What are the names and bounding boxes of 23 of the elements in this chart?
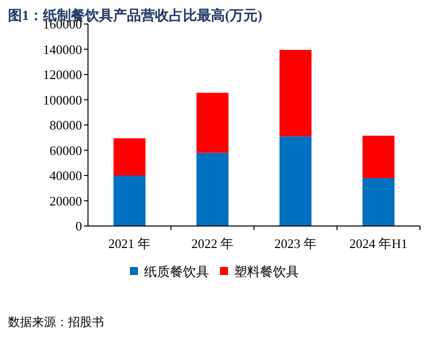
bar [196,152,228,226]
bar [280,50,312,136]
y-tick-label: 20000 [50,193,82,208]
legend-label: 纸质餐饮具 [144,264,209,279]
bar [114,176,146,226]
x-tick-label: 2023 年 [274,236,317,251]
bar [362,178,394,226]
source-note: 数据来源：招股书 [8,315,104,329]
y-tick-label: 80000 [50,118,82,132]
bar [114,138,146,176]
x-tick-label: 2024 年H1 [349,236,408,251]
y-tick-label: 120000 [43,67,82,82]
bar [196,92,228,153]
y-tick-label: 0 [76,218,82,234]
bar [362,136,394,178]
x-tick-label: 2021 年 [108,236,151,251]
y-tick-label: 100000 [43,92,82,108]
x-tick-label: 2022 年 [191,236,234,251]
legend-label: 塑料餐饮具 [234,264,299,279]
y-tick-label: 140000 [43,42,82,57]
y-tick-label: 60000 [50,142,82,158]
bar [280,136,312,226]
y-tick-label: 40000 [50,168,82,183]
